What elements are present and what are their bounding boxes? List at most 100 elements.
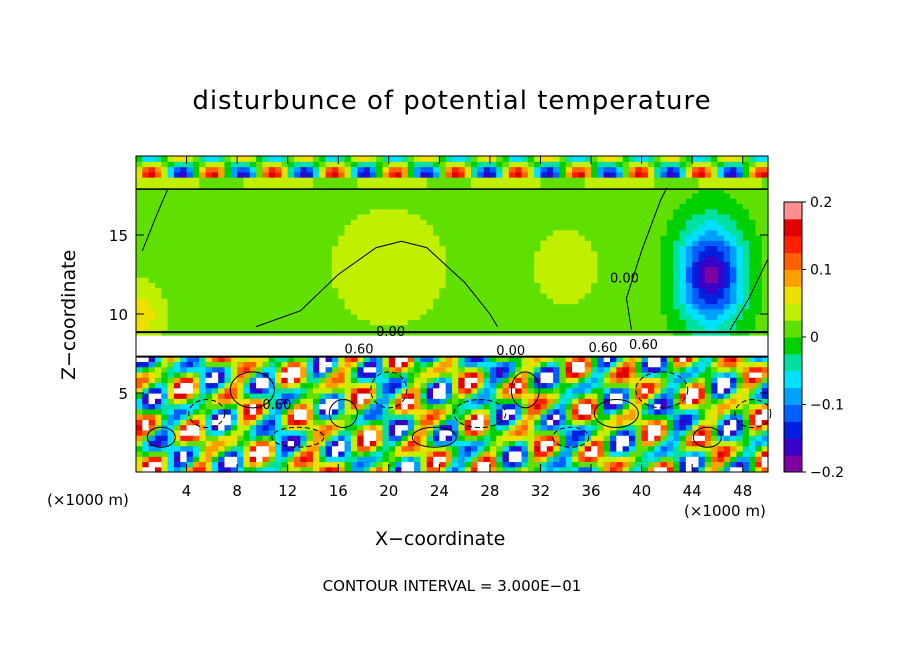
heatmap-cell bbox=[559, 156, 567, 162]
heatmap-cell bbox=[186, 429, 194, 436]
heatmap-cell bbox=[597, 382, 605, 389]
heatmap-cell bbox=[483, 324, 491, 331]
heatmap-cell bbox=[350, 461, 358, 468]
heatmap-cell bbox=[420, 356, 428, 362]
heatmap-cell bbox=[401, 213, 409, 220]
heatmap-cell bbox=[357, 177, 365, 183]
heatmap-cell bbox=[363, 366, 371, 373]
heatmap-cell bbox=[521, 324, 529, 331]
heatmap-cell bbox=[357, 424, 365, 431]
heatmap-cell bbox=[224, 398, 232, 405]
heatmap-cell bbox=[534, 361, 542, 368]
heatmap-cell bbox=[502, 261, 510, 268]
heatmap-cell bbox=[610, 319, 617, 326]
heatmap-cell bbox=[186, 445, 194, 452]
heatmap-cell bbox=[420, 461, 428, 468]
heatmap-cell bbox=[433, 266, 440, 273]
heatmap-cell bbox=[180, 277, 188, 283]
heatmap-cell bbox=[420, 456, 428, 463]
heatmap-cell bbox=[433, 287, 440, 294]
heatmap-cell bbox=[363, 377, 371, 384]
heatmap-cell bbox=[306, 235, 314, 241]
heatmap-cell bbox=[180, 324, 188, 331]
heatmap-cell bbox=[350, 435, 358, 441]
heatmap-cell bbox=[458, 177, 466, 183]
heatmap-cell bbox=[470, 456, 478, 463]
heatmap-cell bbox=[433, 350, 440, 357]
heatmap-cell bbox=[597, 250, 605, 257]
heatmap-cell bbox=[325, 224, 333, 231]
heatmap-cell bbox=[173, 382, 181, 389]
heatmap-cell bbox=[540, 187, 548, 194]
heatmap-cell bbox=[597, 298, 605, 305]
heatmap-cell bbox=[237, 303, 245, 310]
heatmap-cell bbox=[508, 208, 516, 215]
heatmap-cell bbox=[622, 456, 630, 463]
heatmap-cell bbox=[382, 213, 390, 220]
heatmap-cell bbox=[591, 224, 598, 231]
heatmap-cell bbox=[357, 287, 365, 294]
heatmap-cell bbox=[350, 387, 358, 394]
heatmap-cell bbox=[439, 382, 447, 389]
heatmap-cell bbox=[565, 219, 573, 226]
heatmap-cell bbox=[622, 250, 630, 257]
heatmap-cell bbox=[281, 440, 289, 447]
heatmap-cell bbox=[256, 324, 263, 331]
heatmap-cell bbox=[300, 213, 308, 220]
heatmap-cell bbox=[565, 382, 573, 389]
heatmap-cell bbox=[559, 224, 567, 231]
heatmap-cell bbox=[521, 466, 529, 473]
heatmap-cell bbox=[433, 182, 440, 189]
heatmap-cell bbox=[439, 371, 447, 378]
heatmap-cell bbox=[616, 393, 624, 399]
heatmap-cell bbox=[641, 282, 649, 289]
heatmap-cell bbox=[294, 314, 301, 320]
heatmap-cell bbox=[357, 414, 365, 420]
heatmap-cell bbox=[376, 456, 384, 463]
heatmap-cell bbox=[388, 445, 396, 452]
heatmap-cell bbox=[161, 298, 169, 305]
heatmap-cell bbox=[256, 213, 263, 220]
heatmap-cell bbox=[641, 261, 649, 268]
heatmap-cell bbox=[357, 250, 365, 257]
heatmap-cell bbox=[369, 156, 377, 162]
heatmap-cell bbox=[647, 266, 655, 273]
heatmap-cell bbox=[597, 393, 605, 399]
heatmap-cell bbox=[401, 292, 409, 299]
heatmap-cell bbox=[470, 219, 478, 226]
heatmap-cell bbox=[294, 292, 301, 299]
heatmap-cell bbox=[205, 408, 213, 415]
heatmap-cell bbox=[464, 424, 472, 431]
heatmap-cell bbox=[483, 429, 491, 436]
heatmap-cell bbox=[395, 266, 403, 273]
heatmap-cell bbox=[414, 350, 421, 357]
heatmap-cell bbox=[591, 435, 598, 441]
heatmap-cell bbox=[584, 345, 592, 352]
heatmap-cell bbox=[553, 398, 561, 405]
heatmap-cell bbox=[369, 229, 377, 236]
heatmap-cell bbox=[546, 192, 554, 199]
heatmap-cell bbox=[199, 208, 207, 215]
heatmap-cell bbox=[167, 229, 175, 236]
heatmap-cell bbox=[256, 198, 263, 204]
heatmap-cell bbox=[635, 461, 643, 468]
heatmap-cell bbox=[616, 371, 624, 378]
heatmap-cell bbox=[401, 261, 409, 268]
heatmap-cell bbox=[420, 240, 428, 247]
heatmap-cell bbox=[249, 393, 257, 399]
heatmap-cell bbox=[142, 450, 150, 457]
heatmap-cell bbox=[268, 208, 276, 215]
heatmap-cell bbox=[357, 208, 365, 215]
heatmap-cell bbox=[180, 235, 188, 241]
heatmap-cell bbox=[452, 161, 459, 168]
heatmap-cell bbox=[553, 387, 561, 394]
heatmap-cell bbox=[502, 271, 510, 278]
heatmap-cell bbox=[167, 250, 175, 257]
heatmap-cell bbox=[489, 377, 497, 384]
heatmap-cell bbox=[136, 435, 143, 441]
heatmap-cell bbox=[546, 271, 554, 278]
heatmap-cell bbox=[281, 366, 289, 373]
heatmap-cell bbox=[452, 240, 459, 247]
heatmap-cell bbox=[483, 192, 491, 199]
heatmap-cell bbox=[603, 250, 611, 257]
